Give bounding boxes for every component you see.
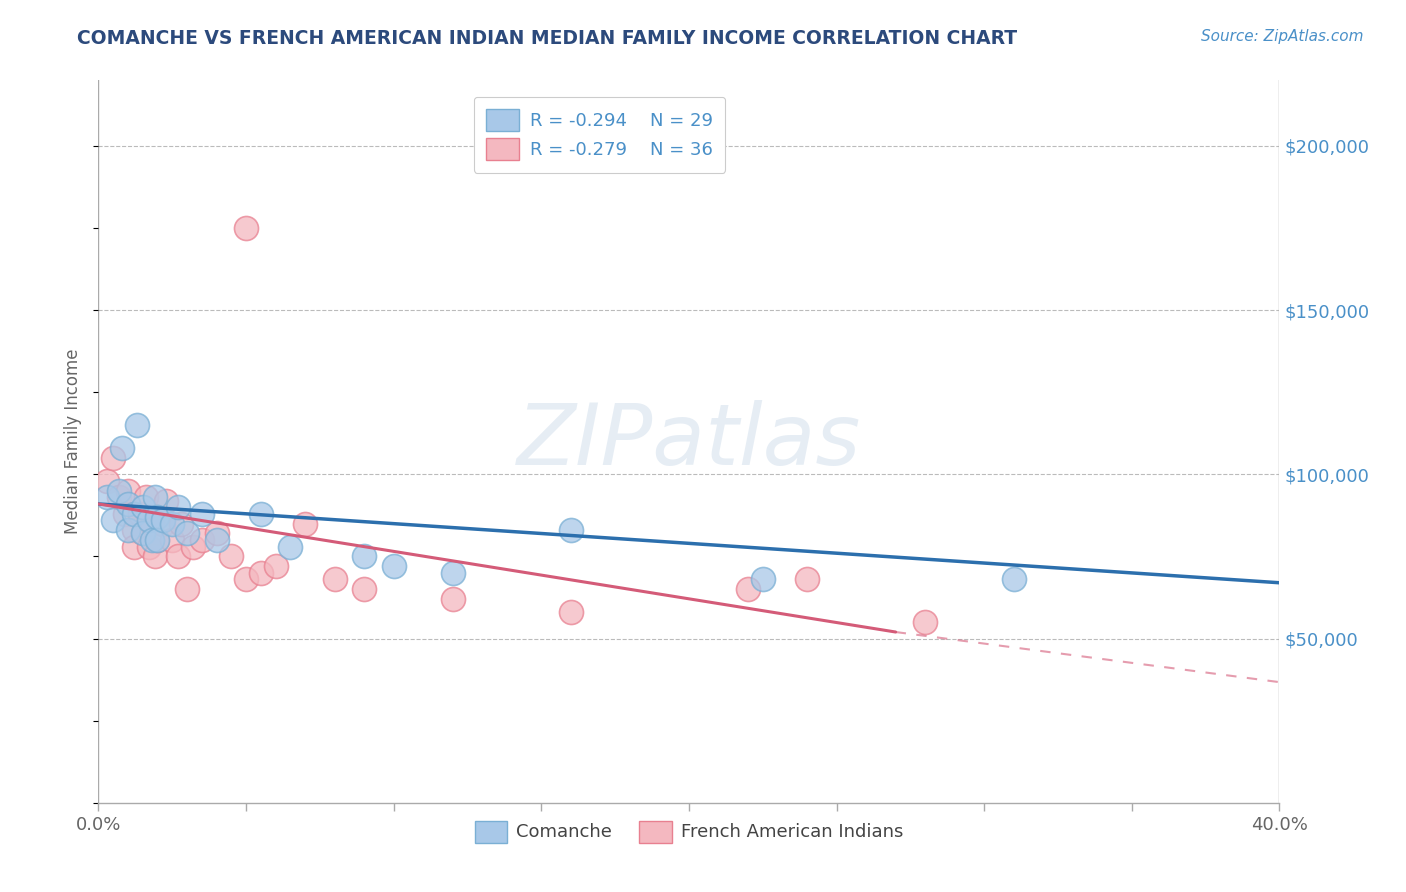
Point [191, 533, 214, 547]
Point [135, 491, 157, 505]
Point [323, 573, 346, 587]
Point [128, 507, 150, 521]
Point [117, 497, 139, 511]
Point [143, 549, 166, 564]
Point [96, 474, 118, 488]
Point [170, 516, 193, 531]
Point [205, 533, 228, 547]
Point [122, 507, 145, 521]
Point [141, 533, 163, 547]
Point [914, 615, 936, 630]
Point [382, 559, 405, 574]
Point [250, 566, 273, 580]
Point [441, 592, 464, 607]
Point [114, 507, 136, 521]
Point [108, 491, 131, 505]
Point [181, 540, 204, 554]
Point [152, 516, 174, 531]
Point [155, 493, 177, 508]
Point [264, 559, 287, 574]
Point [560, 605, 582, 619]
Point [143, 491, 166, 505]
Point [560, 523, 582, 537]
Point [122, 540, 145, 554]
Point [176, 582, 198, 597]
Point [221, 549, 243, 564]
Point [167, 500, 190, 515]
Point [250, 507, 273, 521]
Point [132, 526, 155, 541]
Point [162, 516, 183, 531]
Point [117, 523, 139, 537]
Y-axis label: Median Family Income: Median Family Income [65, 349, 83, 534]
Point [132, 500, 155, 515]
Point [146, 533, 169, 547]
Point [162, 533, 183, 547]
Point [108, 483, 131, 498]
Point [353, 549, 375, 564]
Text: COMANCHE VS FRENCH AMERICAN INDIAN MEDIAN FAMILY INCOME CORRELATION CHART: COMANCHE VS FRENCH AMERICAN INDIAN MEDIA… [77, 29, 1018, 47]
Legend: Comanche, French American Indians: Comanche, French American Indians [465, 812, 912, 852]
Point [353, 582, 375, 597]
Point [125, 418, 148, 433]
Point [96, 491, 118, 505]
Point [737, 582, 759, 597]
Point [146, 510, 169, 524]
Point [176, 526, 198, 541]
Point [103, 450, 125, 465]
Point [280, 540, 302, 554]
Point [138, 540, 160, 554]
Point [796, 573, 818, 587]
Point [132, 526, 155, 541]
Point [205, 526, 228, 541]
Point [111, 441, 134, 455]
Point [103, 513, 125, 527]
Point [294, 516, 316, 531]
Point [167, 549, 190, 564]
Text: Source: ZipAtlas.com: Source: ZipAtlas.com [1201, 29, 1364, 44]
Point [441, 566, 464, 580]
Text: ZIPatlas: ZIPatlas [517, 400, 860, 483]
Point [752, 573, 775, 587]
Point [117, 483, 139, 498]
Point [1002, 573, 1025, 587]
Point [146, 533, 169, 547]
Point [235, 573, 257, 587]
Point [141, 516, 163, 531]
Point [138, 513, 160, 527]
Point [152, 513, 174, 527]
Point [191, 507, 214, 521]
Point [235, 221, 257, 235]
Point [122, 523, 145, 537]
